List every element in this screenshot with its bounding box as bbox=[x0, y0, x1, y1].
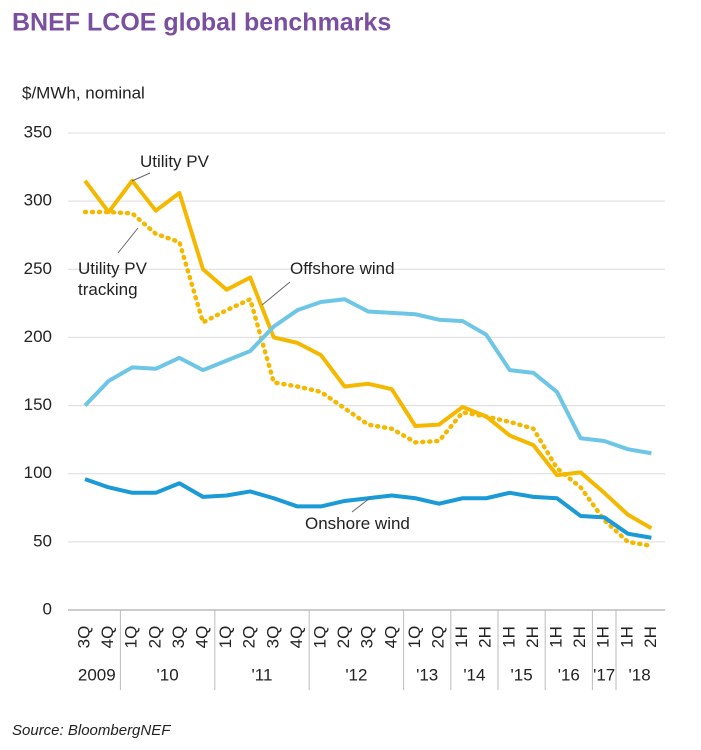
x-tick-label: 4Q bbox=[98, 626, 117, 649]
series-label: Offshore wind bbox=[290, 259, 395, 278]
x-tick-label: 1H bbox=[452, 626, 471, 648]
source: Source: BloombergNEF bbox=[12, 722, 171, 739]
x-tick-label: 3Q bbox=[74, 626, 93, 649]
y-tick-label: 50 bbox=[33, 531, 52, 550]
x-year-label: '17 bbox=[593, 665, 615, 684]
x-tick-label: 2Q bbox=[334, 626, 353, 649]
x-year-label: '12 bbox=[345, 665, 367, 684]
series-line bbox=[84, 477, 652, 540]
y-tick-label: 150 bbox=[24, 395, 52, 414]
x-tick-label: 1Q bbox=[310, 626, 329, 649]
x-year-label: '14 bbox=[463, 665, 485, 684]
series-label: Utility PV bbox=[140, 152, 209, 171]
series-label: Onshore wind bbox=[305, 514, 410, 533]
y-tick-label: 200 bbox=[24, 327, 52, 346]
series-line bbox=[83, 297, 652, 456]
x-tick-label: 1H bbox=[617, 626, 636, 648]
series-line bbox=[83, 178, 653, 530]
leader-line bbox=[351, 497, 371, 513]
chart-title: BNEF LCOE global benchmarks bbox=[12, 9, 391, 37]
leader-line bbox=[261, 281, 291, 306]
y-tick-label: 300 bbox=[24, 191, 52, 210]
x-tick-label: 4Q bbox=[287, 626, 306, 649]
x-year-label: '15 bbox=[511, 665, 533, 684]
x-tick-label: 2H bbox=[476, 626, 495, 648]
x-tick-label: 2H bbox=[641, 626, 660, 648]
x-year-label: '16 bbox=[558, 665, 580, 684]
x-tick-label: 3Q bbox=[169, 626, 188, 649]
x-year-label: '11 bbox=[252, 665, 273, 684]
x-tick-label: 2Q bbox=[428, 626, 447, 649]
x-tick-label: 1H bbox=[499, 626, 518, 648]
y-tick-label: 0 bbox=[43, 599, 52, 618]
x-tick-label: 2H bbox=[523, 626, 542, 648]
y-tick-label: 350 bbox=[24, 122, 52, 141]
x-tick-label: 1Q bbox=[122, 626, 141, 649]
x-tick-label: 3Q bbox=[358, 626, 377, 649]
x-tick-label: 4Q bbox=[192, 626, 211, 649]
x-year-label: 2009 bbox=[78, 665, 116, 684]
x-year-label: '13 bbox=[416, 665, 438, 684]
x-tick-label: 1Q bbox=[405, 626, 424, 649]
x-tick-label: 1Q bbox=[216, 626, 235, 649]
x-tick-label: 1H bbox=[546, 626, 565, 648]
x-year-label: '10 bbox=[157, 665, 179, 684]
series-label: Utility PV tracking bbox=[78, 259, 147, 299]
y-tick-label: 100 bbox=[24, 463, 52, 482]
x-tick-label: 3Q bbox=[263, 626, 282, 649]
x-tick-label: 1H bbox=[594, 626, 613, 648]
x-tick-label: 4Q bbox=[381, 626, 400, 649]
leader-line bbox=[131, 172, 151, 182]
series-line bbox=[82, 209, 654, 549]
x-year-label: '18 bbox=[629, 665, 651, 684]
x-tick-label: 2Q bbox=[240, 626, 259, 649]
y-axis-label: $/MWh, nominal bbox=[22, 83, 145, 102]
x-tick-label: 2H bbox=[570, 626, 589, 648]
y-tick-label: 250 bbox=[24, 259, 52, 278]
leader-line bbox=[117, 227, 139, 254]
x-tick-label: 2Q bbox=[145, 626, 164, 649]
